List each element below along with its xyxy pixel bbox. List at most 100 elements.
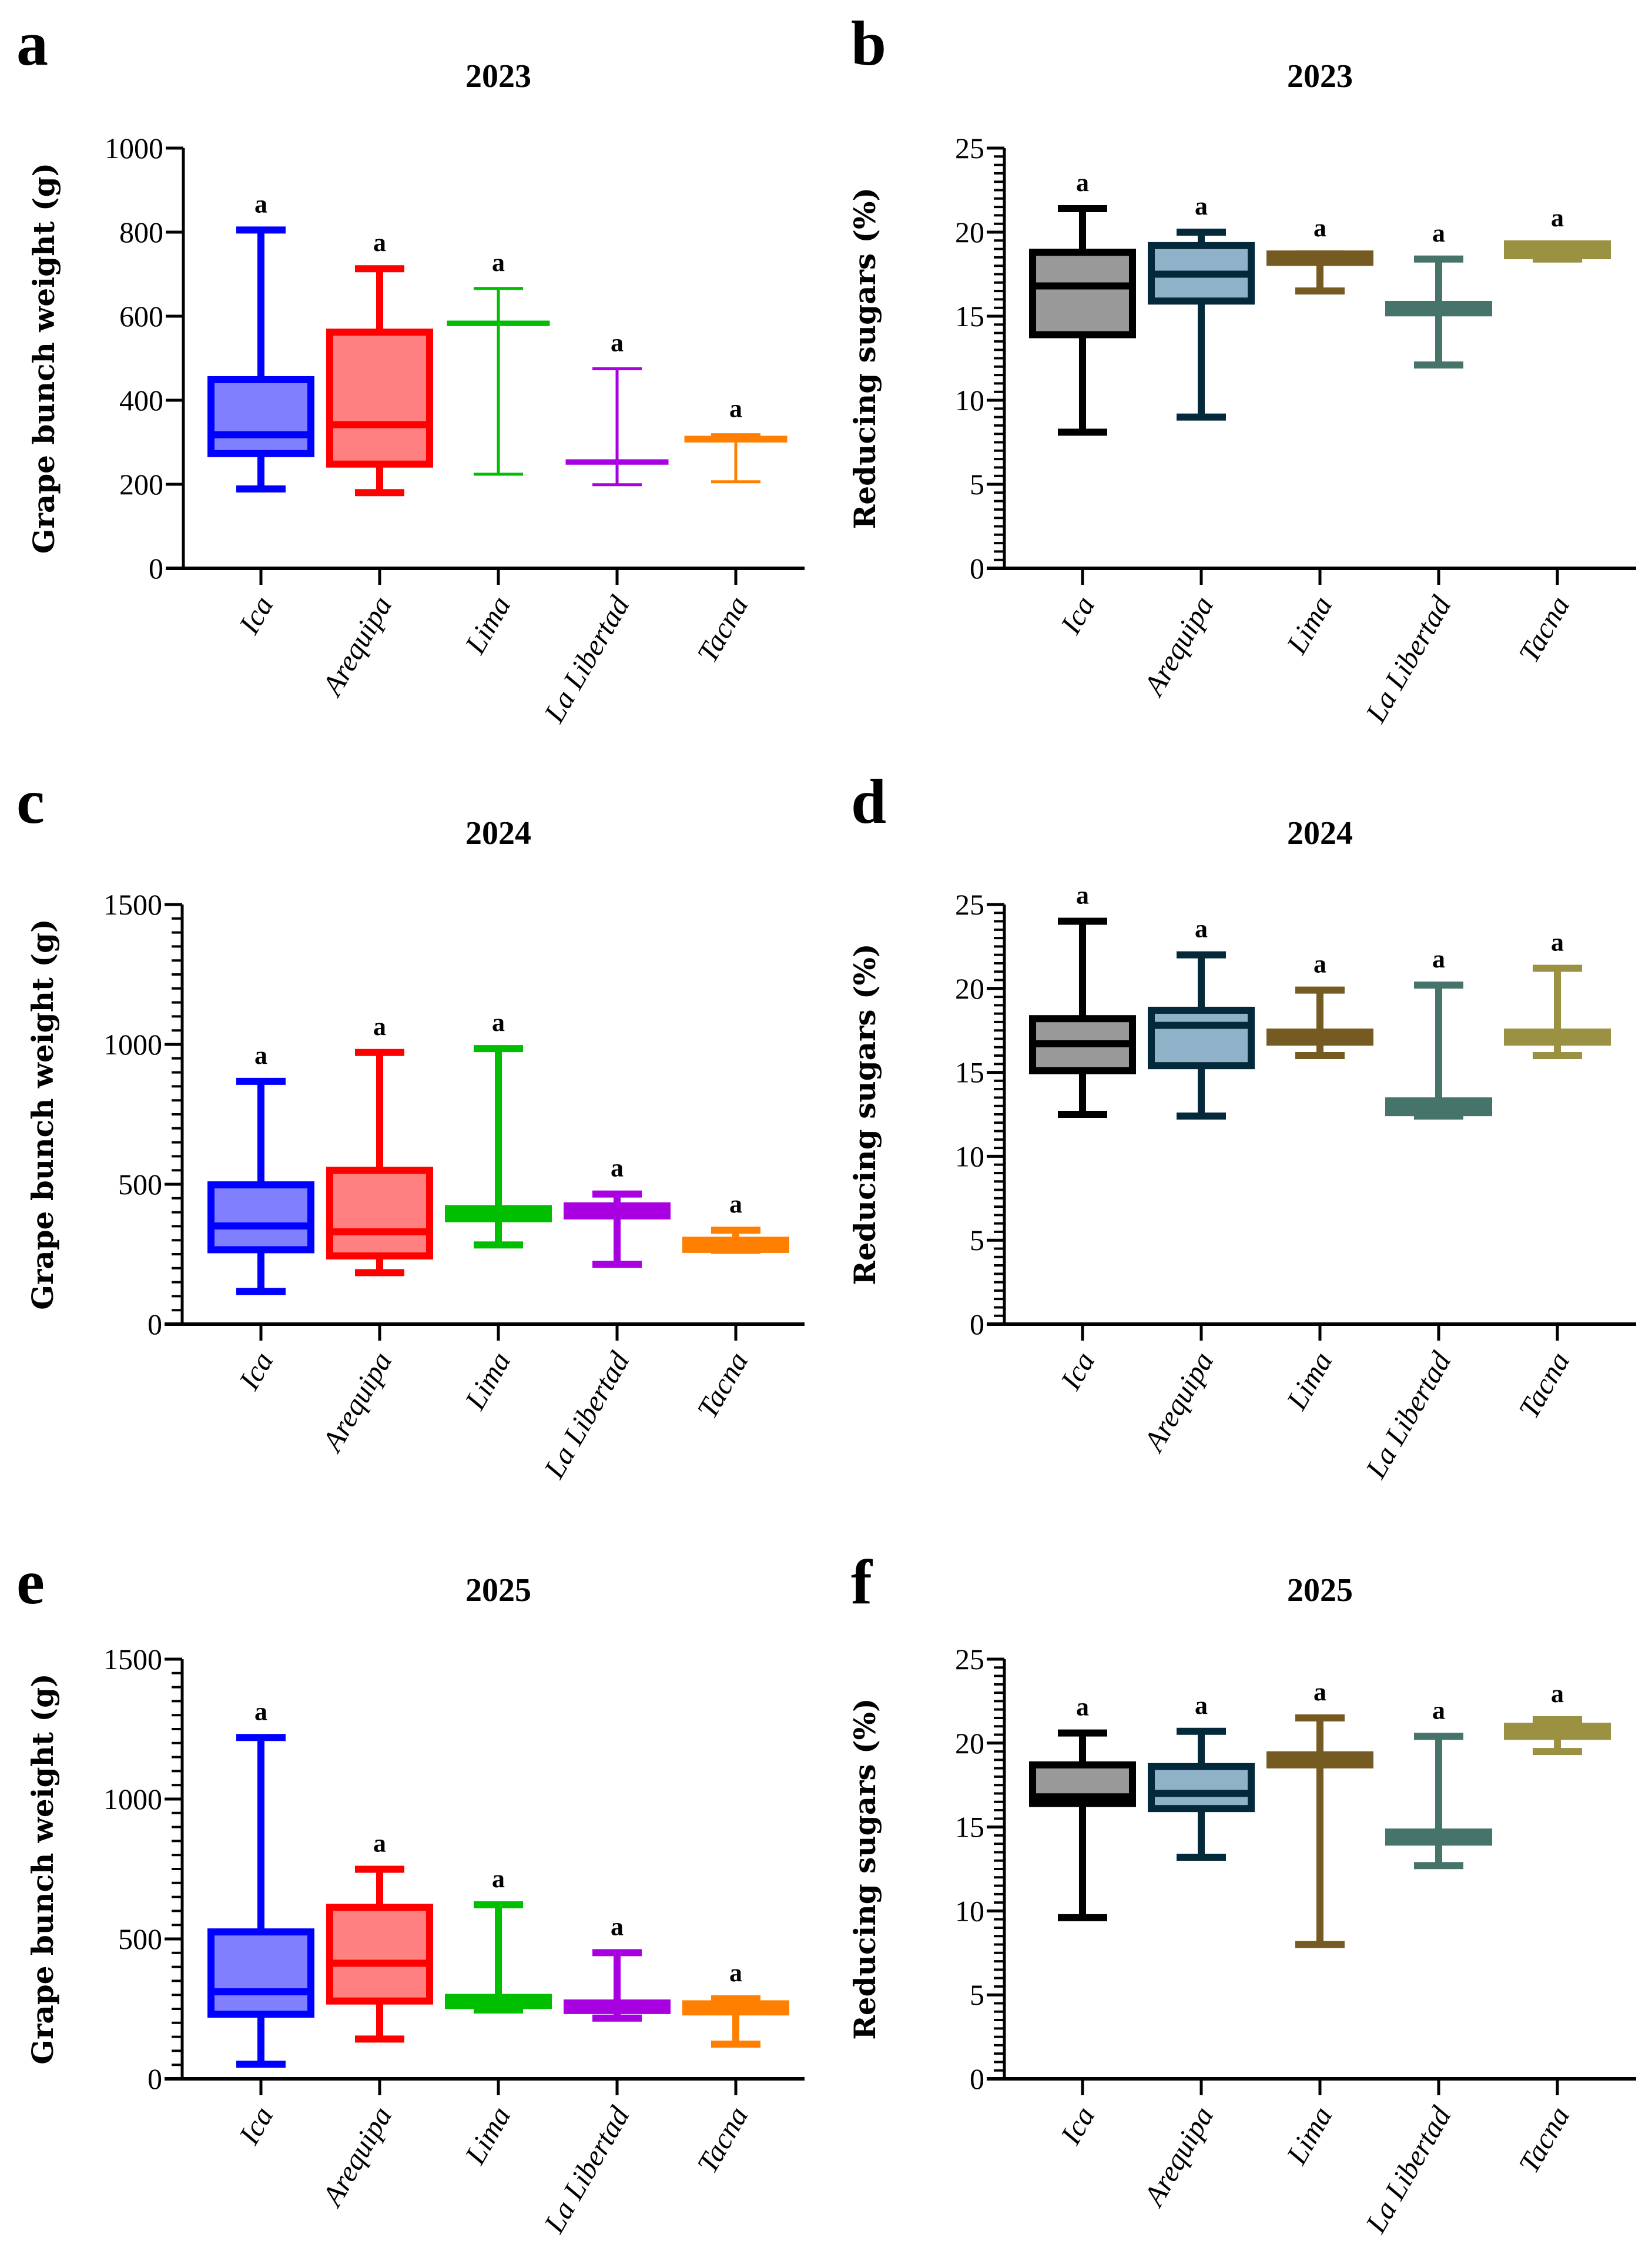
significance-label: a <box>373 1012 386 1041</box>
chart-title: 2023 <box>465 58 531 95</box>
y-tick-label: 500 <box>118 1922 162 1955</box>
significance-label: a <box>1076 168 1089 197</box>
y-tick-label: 1500 <box>103 888 162 921</box>
x-tick-label: Ica <box>1054 1346 1101 1396</box>
box-arequipa: a <box>1148 192 1255 421</box>
iqr-box <box>1029 249 1136 339</box>
box-tacna: a <box>682 1190 789 1254</box>
significance-label: a <box>1195 192 1208 220</box>
significance-label: a <box>1551 1679 1564 1708</box>
significance-label: a <box>1313 1677 1326 1706</box>
x-tick-label: Ica <box>232 1346 280 1396</box>
box-ica: a <box>207 1697 314 2068</box>
box-arequipa: a <box>1148 1691 1255 1861</box>
iqr-box <box>207 376 314 457</box>
box-lima: a <box>1266 950 1373 1060</box>
y-axis-label: Grape bunch weight (g) <box>25 1673 60 2064</box>
y-tick-label: 5 <box>970 1224 984 1257</box>
box-tacna: a <box>1504 928 1611 1060</box>
box-arequipa: a <box>326 1012 433 1277</box>
significance-label: a <box>1551 928 1564 957</box>
x-tick-label: Lima <box>1279 591 1338 660</box>
box-ica: a <box>1029 168 1136 436</box>
y-tick-label: 0 <box>970 552 984 585</box>
x-tick-label: Arequipa <box>1136 591 1219 702</box>
box-tacna: a <box>1504 203 1611 263</box>
panel-letter: d <box>851 767 886 837</box>
y-tick-label: 500 <box>118 1168 162 1201</box>
box-ica: a <box>207 1041 314 1295</box>
y-tick-label: 25 <box>955 1643 984 1676</box>
y-tick-label: 20 <box>955 972 984 1005</box>
y-tick-label: 1500 <box>103 1643 162 1676</box>
significance-label: a <box>492 248 505 277</box>
x-tick-label: Arequipa <box>314 591 398 702</box>
box-lima: a <box>447 248 550 476</box>
box-la-libertad: a <box>1385 1696 1492 1870</box>
y-tick-label: 0 <box>970 2062 984 2095</box>
box-arequipa: a <box>326 1828 433 2043</box>
y-tick-label: 200 <box>119 468 163 501</box>
y-axis-label: Grape bunch weight (g) <box>26 163 61 554</box>
x-tick-label: Ica <box>1054 591 1101 640</box>
panel-letter: a <box>16 9 48 79</box>
x-tick-label: Arequipa <box>1136 1346 1219 1458</box>
y-tick-label: 1000 <box>105 132 163 165</box>
significance-label: a <box>1432 1696 1445 1724</box>
x-tick-label: La Libertad <box>1359 590 1457 728</box>
y-tick-label: 25 <box>955 132 984 165</box>
x-tick-label: La Libertad <box>537 2101 636 2239</box>
panel-letter: b <box>851 9 886 79</box>
significance-label: a <box>1432 219 1445 247</box>
chart-title: 2023 <box>1287 58 1353 95</box>
x-tick-label: Lima <box>458 2101 517 2170</box>
y-tick-label: 5 <box>970 1978 984 2011</box>
chart-title: 2025 <box>465 1572 531 1609</box>
box-arequipa: a <box>1148 915 1255 1120</box>
x-tick-label: Ica <box>232 2101 280 2150</box>
box-lima: a <box>1266 1677 1373 1948</box>
y-tick-label: 400 <box>119 384 163 417</box>
x-tick-label: Tacna <box>691 1346 755 1424</box>
box-ica: a <box>1029 1693 1136 1921</box>
significance-label: a <box>729 1958 742 1987</box>
significance-label: a <box>254 189 267 218</box>
significance-label: a <box>492 1008 505 1037</box>
x-tick-label: Lima <box>458 591 517 660</box>
panel-b: b 2023 Reducing sugars (%) 0 5 10 15 20 25 Ica Are… <box>847 9 1636 728</box>
y-tick-label: 15 <box>955 1056 984 1089</box>
box-la-libertad: a <box>565 328 669 487</box>
y-tick-label: 25 <box>955 888 984 921</box>
significance-label: a <box>1195 915 1208 943</box>
x-tick-label: Tacna <box>691 2101 755 2179</box>
significance-label: a <box>1551 203 1564 232</box>
significance-label: a <box>729 1190 742 1218</box>
y-tick-label: 15 <box>955 1811 984 1844</box>
significance-label: a <box>492 1864 505 1893</box>
iqr-box <box>326 1904 433 2005</box>
x-tick-label: Tacna <box>1512 2101 1576 2179</box>
significance-label: a <box>1195 1691 1208 1720</box>
y-tick-label: 10 <box>955 1140 984 1173</box>
y-axis-label: Grape bunch weight (g) <box>25 919 60 1309</box>
chart-title: 2025 <box>1287 1572 1353 1609</box>
significance-label: a <box>1313 950 1326 979</box>
x-tick-label: Tacna <box>1512 1346 1576 1424</box>
significance-label: a <box>1432 944 1445 973</box>
y-tick-label: 20 <box>955 1727 984 1760</box>
iqr-box <box>326 329 433 468</box>
y-axis-label: Reducing sugars (%) <box>847 1698 882 2039</box>
box-lima: a <box>445 1008 552 1249</box>
x-tick-label: Arequipa <box>314 2101 398 2213</box>
x-tick-label: Arequipa <box>314 1346 398 1458</box>
box-la-libertad: a <box>1385 944 1492 1120</box>
x-tick-label: Arequipa <box>1136 2101 1219 2213</box>
x-tick-label: Lima <box>1279 1346 1338 1416</box>
panel-d: d 2024 Reducing sugars (%) 0 5 10 15 20 25 Ica Are… <box>847 767 1636 1484</box>
x-tick-label: La Libertad <box>1359 2101 1457 2239</box>
y-tick-label: 0 <box>148 1308 162 1341</box>
x-tick-label: La Libertad <box>537 590 636 728</box>
significance-label: a <box>1313 213 1326 242</box>
